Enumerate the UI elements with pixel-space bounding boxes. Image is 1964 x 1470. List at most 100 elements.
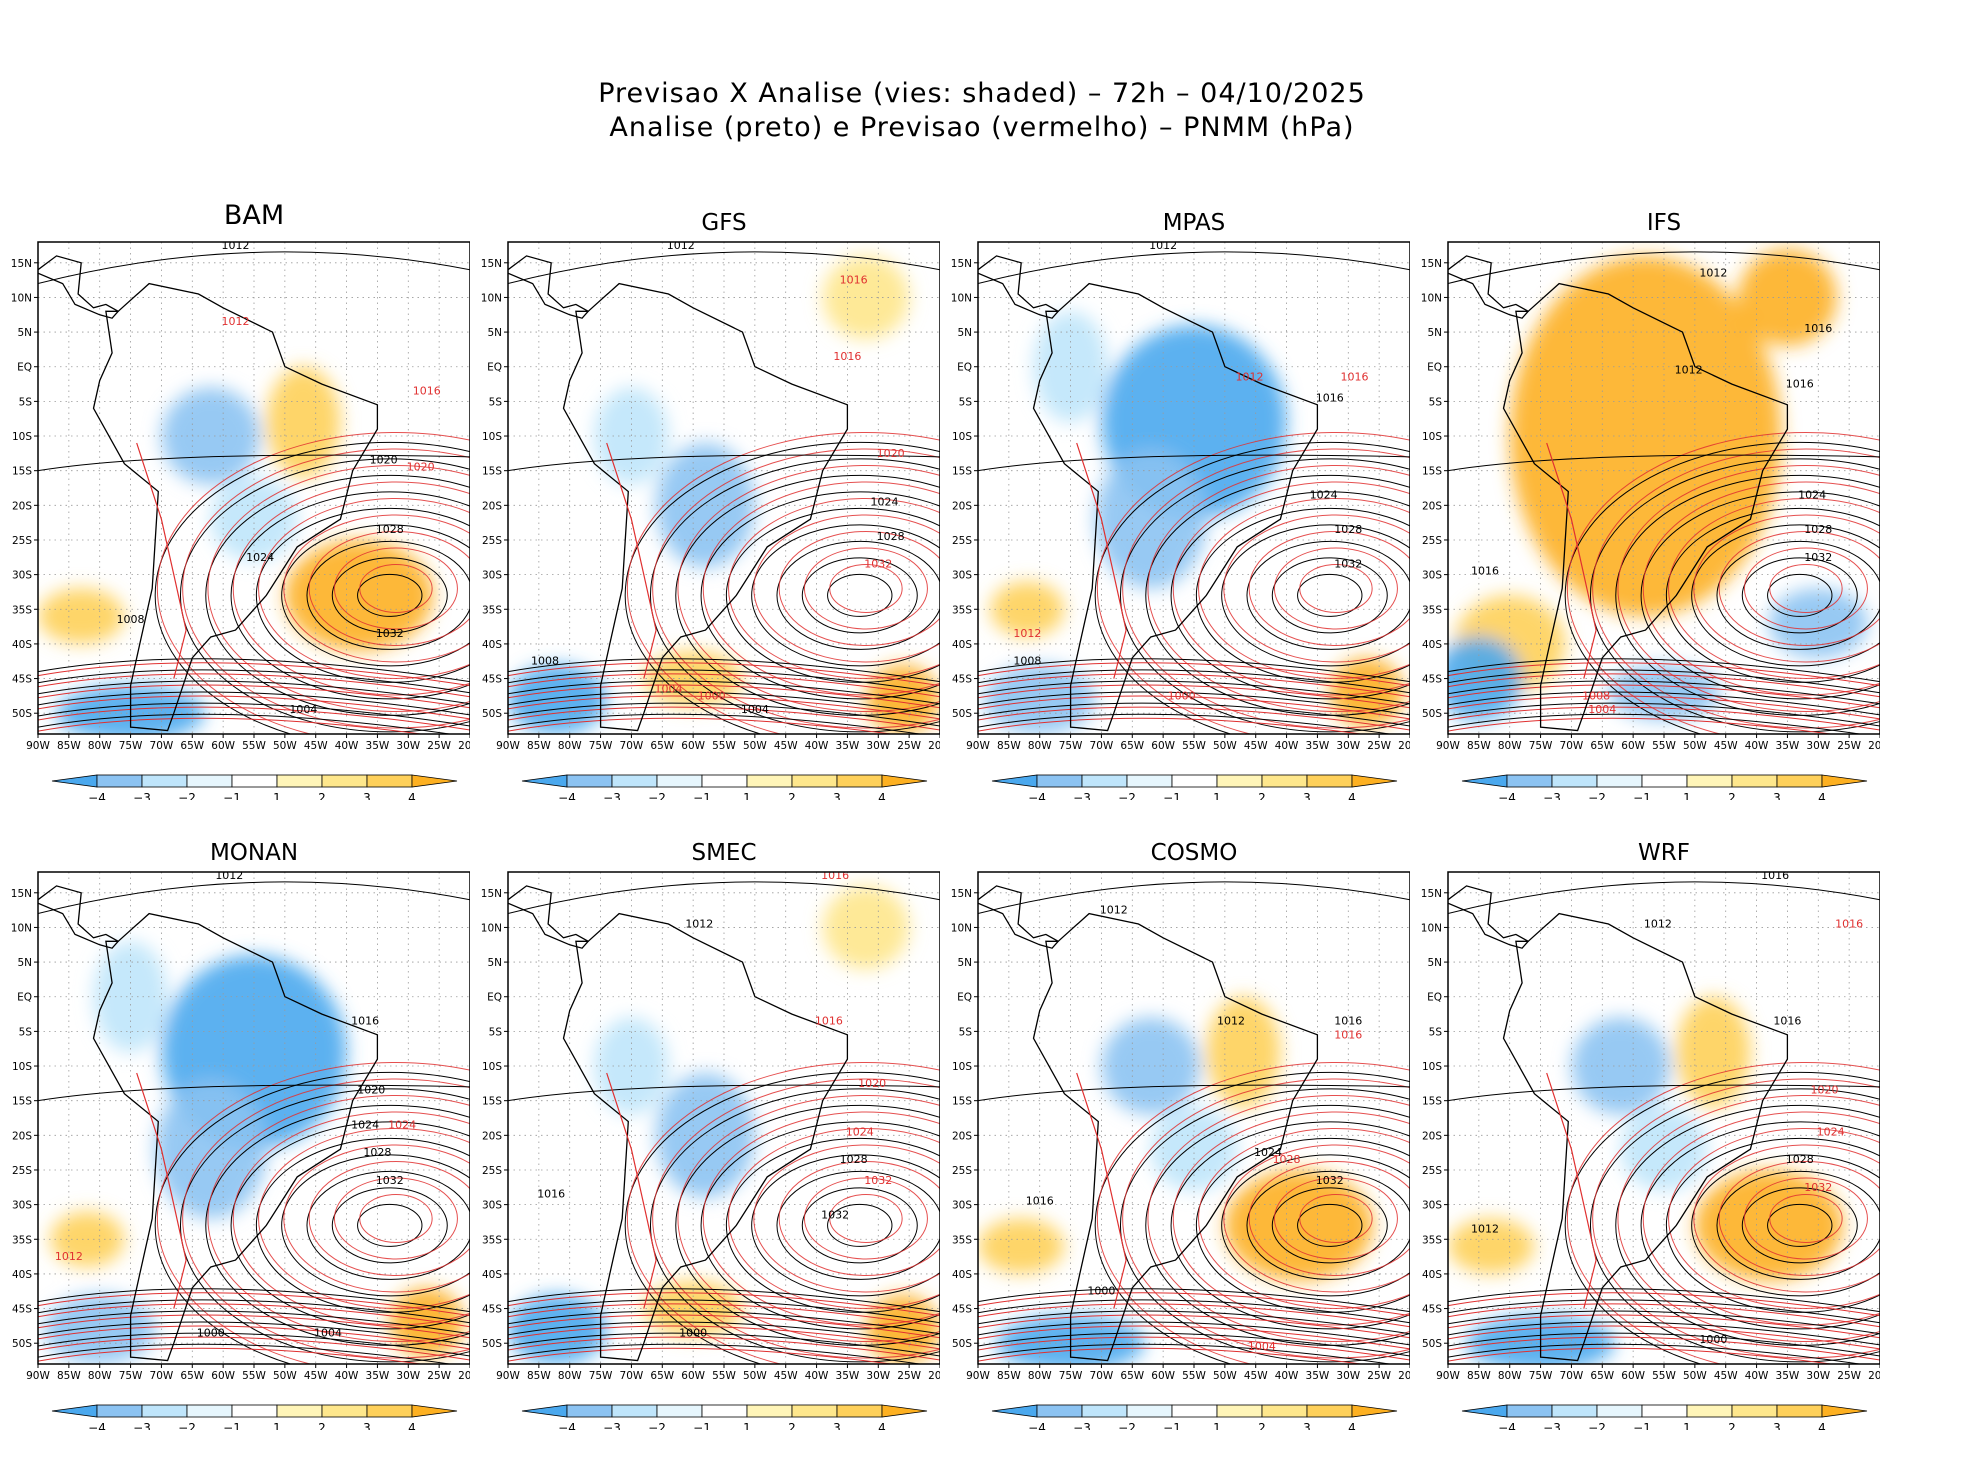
panel-title: MPAS (1162, 210, 1226, 236)
lon-tick-label: 65W (1590, 740, 1614, 752)
lon-tick-label: 45W (304, 740, 328, 752)
isobar-label: 1012 (55, 1250, 83, 1263)
lat-tick-label: 35S (952, 604, 972, 616)
isobar-label: 1020 (877, 447, 905, 460)
lon-tick-label: 25W (427, 740, 451, 752)
isobar-label: 1020 (858, 1077, 886, 1090)
lon-tick-label: 40W (335, 1370, 359, 1382)
lat-tick-label: 15N (1421, 888, 1442, 900)
isobar-label: 1012 (221, 239, 249, 252)
lon-tick-label: 90W (26, 740, 50, 752)
colorbar-label: 2 (1258, 791, 1266, 800)
lon-tick-label: 80W (88, 1370, 112, 1382)
lat-tick-label: 5N (17, 327, 32, 339)
lat-tick-label: 35S (952, 1234, 972, 1246)
lon-tick-label: 25W (1367, 1370, 1391, 1382)
lon-tick-label: 30W (1806, 1370, 1830, 1382)
lat-tick-label: 20S (952, 500, 972, 512)
lat-tick-label: 45S (12, 1304, 32, 1316)
colorbar-label: −2 (1118, 791, 1136, 800)
isobar-label: 1012 (1699, 267, 1727, 280)
isobar-label: 1016 (1340, 371, 1368, 384)
lat-tick-label: 10S (952, 1061, 972, 1073)
colorbar-label: −3 (1543, 1421, 1561, 1430)
isobar-label: 1012 (685, 917, 713, 930)
lon-tick-label: 65W (1120, 740, 1144, 752)
lon-tick-label: 55W (712, 740, 736, 752)
colorbar-label: 3 (363, 791, 371, 800)
lat-tick-label: 5S (1429, 396, 1443, 408)
coastline (508, 885, 849, 1362)
lat-tick-label: EQ (17, 362, 32, 374)
lat-tick-label: 15N (11, 258, 32, 270)
isobar-label: 1000 (1087, 1285, 1115, 1298)
lon-tick-label: 40W (805, 740, 829, 752)
lat-tick-label: 30S (1422, 570, 1442, 582)
colorbar-label: 3 (363, 1421, 371, 1430)
lat-tick-label: EQ (1427, 992, 1442, 1004)
isobar-label: 1016 (815, 1014, 843, 1027)
isobars (1448, 251, 1880, 734)
colorbar-label: −4 (1028, 791, 1046, 800)
colorbar: −4 −3 −2 −1 1 2 3 4 (991, 1404, 1398, 1430)
lat-tick-label: 5S (959, 1026, 973, 1038)
lon-tick-label: 75W (1529, 1370, 1553, 1382)
lon-tick-label: 35W (836, 1370, 860, 1382)
lat-tick-label: 5N (957, 327, 972, 339)
isobar-label: 1016 (1471, 565, 1499, 578)
lon-tick-label: 90W (1436, 740, 1460, 752)
lat-tick-label: 45S (12, 674, 32, 686)
lon-tick-label: 35W (836, 740, 860, 752)
isobar-label: 1016 (1026, 1195, 1054, 1208)
lat-tick-label: 50S (482, 708, 502, 720)
lon-tick-label: 40W (1275, 1370, 1299, 1382)
isobar-label: 1024 (351, 1118, 379, 1131)
isobar-label: 1012 (1013, 627, 1041, 640)
lon-tick-label: 85W (57, 740, 81, 752)
lon-tick-label: 60W (1621, 740, 1645, 752)
lon-tick-label: 85W (527, 1370, 551, 1382)
lon-tick-label: 60W (681, 1370, 705, 1382)
coastline (38, 255, 379, 732)
colorbar-label: 1 (1213, 1421, 1221, 1430)
lon-tick-label: 90W (496, 1370, 520, 1382)
lon-tick-label: 25W (1837, 740, 1861, 752)
isobar-label: 1016 (821, 869, 849, 882)
isobar-label: 1012 (1675, 364, 1703, 377)
isobar-label: 1008 (1582, 689, 1610, 702)
colorbar-label: 1 (273, 1421, 281, 1430)
isobar-label: 1024 (870, 495, 898, 508)
colorbar-label: 4 (408, 1421, 416, 1430)
gridlines (508, 242, 940, 734)
lon-tick-label: 20W (1868, 740, 1880, 752)
isobar-label: 1012 (1236, 371, 1264, 384)
lon-tick-label: 65W (180, 1370, 204, 1382)
isobar-label: 1000 (698, 689, 726, 702)
lon-tick-label: 50W (273, 1370, 297, 1382)
isobar-label: 1004 (1588, 703, 1616, 716)
lon-tick-label: 55W (1182, 1370, 1206, 1382)
panel-title: SMEC (691, 840, 757, 866)
lon-tick-label: 35W (1306, 740, 1330, 752)
lat-tick-label: 40S (952, 1269, 972, 1281)
isobar-label: 1016 (1761, 869, 1789, 882)
lon-tick-label: 80W (1028, 1370, 1052, 1382)
lat-tick-label: 10S (482, 431, 502, 443)
colorbar-label: 1 (273, 791, 281, 800)
isobar-label: 1008 (117, 613, 145, 626)
lon-tick-label: 25W (427, 1370, 451, 1382)
isobars (978, 881, 1410, 1364)
isobar-label: 1004 (289, 703, 317, 716)
lon-tick-label: 85W (1467, 740, 1491, 752)
colorbar-label: −4 (1498, 791, 1516, 800)
isobar-label: 1028 (363, 1146, 391, 1159)
lon-tick-label: 30W (866, 1370, 890, 1382)
isobar-label: 1012 (1644, 917, 1672, 930)
lon-tick-label: 45W (1244, 740, 1268, 752)
colorbar: −4 −3 −2 −1 1 2 3 4 (1461, 774, 1868, 800)
isobar-label: 1032 (821, 1208, 849, 1221)
colorbar-label: −4 (88, 1421, 106, 1430)
lon-tick-label: 35W (366, 1370, 390, 1382)
lat-tick-label: 10N (951, 292, 972, 304)
